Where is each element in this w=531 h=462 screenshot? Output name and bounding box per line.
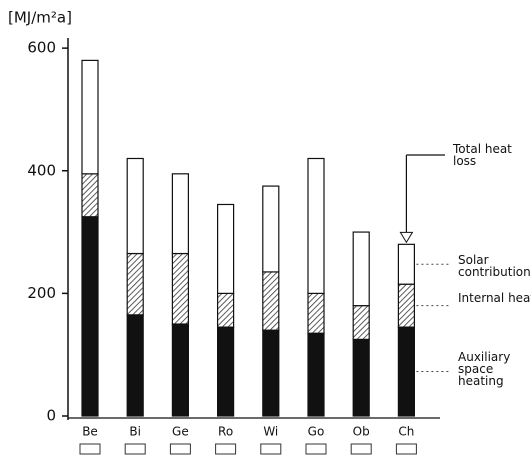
y-tick-label: 400 <box>27 161 56 179</box>
bar-segment <box>353 339 369 416</box>
annotation: Total heat loss <box>453 143 531 167</box>
bar-segment <box>353 232 369 306</box>
x-tick-label: Ob <box>353 425 370 439</box>
bar-segment <box>398 244 414 284</box>
sketch-icon <box>306 444 326 454</box>
y-tick-label: 0 <box>46 407 56 425</box>
sketch-icon <box>396 444 416 454</box>
chart: [MJ/m²a] 0 200 400 600 Be Bi Ge Ro Wi Go Ob Ch <box>0 0 531 462</box>
x-tick-label: Wi <box>263 425 278 439</box>
bar-segment <box>218 293 234 327</box>
bar-segment <box>172 324 188 416</box>
sketch-icon <box>216 444 236 454</box>
bar-segment <box>263 272 279 330</box>
x-tick-label: Be <box>82 425 98 439</box>
x-tick-label: Ch <box>398 425 414 439</box>
bar-segment <box>127 315 143 416</box>
annotation: Internal heat <box>458 292 531 304</box>
bar-segment <box>218 327 234 416</box>
bar-segment <box>218 204 234 293</box>
bar-segment <box>82 60 98 173</box>
bar-segment <box>398 327 414 416</box>
x-tick-label: Bi <box>129 425 141 439</box>
annotation: Solar contribution <box>458 254 531 278</box>
sketch-icon <box>261 444 281 454</box>
annotation: Auxiliary space heating <box>458 351 531 387</box>
y-tick-label: 200 <box>27 284 56 302</box>
bar-segment <box>172 254 188 325</box>
bar-segment <box>353 306 369 340</box>
y-axis-label: [MJ/m²a] <box>8 9 72 27</box>
bar-segment <box>82 217 98 416</box>
bar-segment <box>127 158 143 253</box>
bar-segment <box>398 284 414 327</box>
bar-segment <box>308 333 324 416</box>
bar-segment <box>172 174 188 254</box>
page: [MJ/m²a] 0 200 400 600 Be Bi Ge Ro Wi Go Ob Ch Auxi… <box>0 0 531 462</box>
arrow-head <box>400 232 412 242</box>
sketch-icon <box>80 444 100 454</box>
x-tick-label: Ro <box>218 425 233 439</box>
x-tick-label: Go <box>308 425 325 439</box>
y-tick-label: 600 <box>27 39 56 57</box>
sketch-icon <box>125 444 145 454</box>
bar-segment <box>308 293 324 333</box>
bar-segment <box>263 330 279 416</box>
bar-segment <box>308 158 324 293</box>
bar-segment <box>127 254 143 315</box>
sketch-icon <box>351 444 371 454</box>
bar-segment <box>263 186 279 272</box>
bar-segment <box>82 174 98 217</box>
sketch-icon <box>170 444 190 454</box>
x-tick-label: Ge <box>172 425 189 439</box>
